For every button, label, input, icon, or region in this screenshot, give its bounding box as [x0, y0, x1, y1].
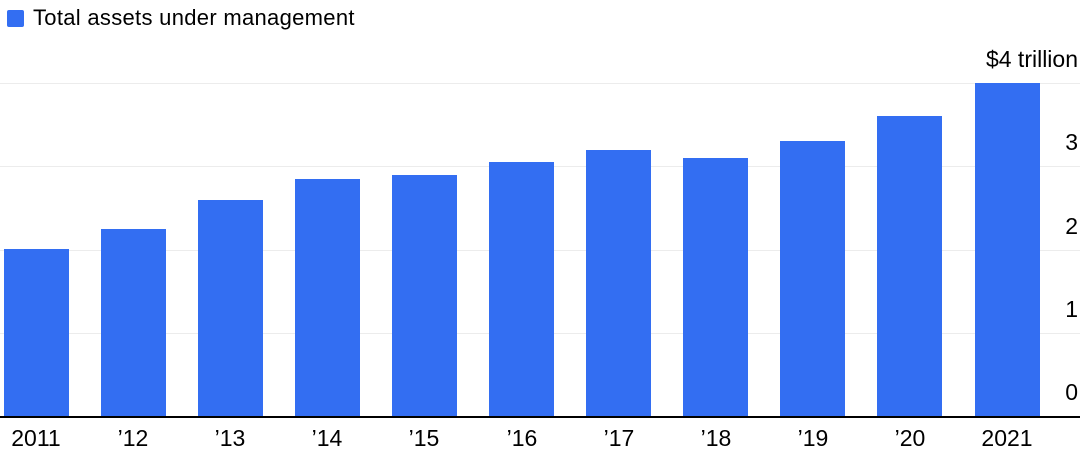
x-tick-15: ’15: [408, 425, 440, 451]
x-axis-line: [0, 416, 1080, 418]
bar-17: [586, 150, 651, 416]
y-tick-1: 1: [1065, 296, 1078, 322]
bar-12: [101, 229, 166, 416]
bar-14: [295, 179, 360, 416]
legend-marker-square: [7, 9, 24, 27]
bar-15: [392, 175, 457, 416]
x-tick-18: ’18: [700, 425, 732, 451]
bar-19: [780, 141, 845, 416]
bar-18: [683, 158, 748, 416]
x-tick-16: ’16: [506, 425, 538, 451]
y-tick-2: 2: [1065, 213, 1078, 239]
bar-2021: [975, 83, 1040, 416]
bar-13: [198, 200, 263, 416]
bar-20: [877, 116, 942, 416]
x-tick-17: ’17: [603, 425, 635, 451]
legend: Total assets under management: [7, 5, 355, 31]
gridline-4: [0, 83, 1080, 84]
x-tick-13: ’13: [214, 425, 246, 451]
x-tick-19: ’19: [797, 425, 829, 451]
legend-label: Total assets under management: [33, 5, 355, 30]
x-tick-2011: 2011: [11, 425, 61, 451]
bar-16: [489, 162, 554, 416]
x-tick-14: ’14: [311, 425, 343, 451]
bar-2011: [4, 249, 69, 416]
x-tick-2021: 2021: [981, 425, 1033, 451]
x-tick-20: ’20: [894, 425, 926, 451]
y-tick-3: 3: [1065, 129, 1078, 155]
y-tick-0: 0: [1065, 379, 1078, 405]
x-tick-12: ’12: [117, 425, 149, 451]
y-tick-4: $4 trillion: [985, 46, 1078, 72]
